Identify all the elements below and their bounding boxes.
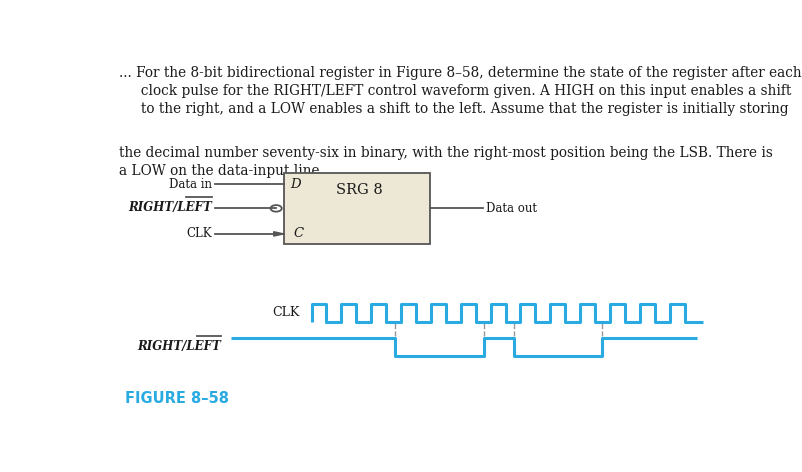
Text: Data out: Data out: [486, 202, 537, 215]
Text: CLK: CLK: [187, 228, 212, 240]
Text: SRG 8: SRG 8: [336, 183, 383, 197]
Bar: [284, 173, 430, 244]
Text: CLK: CLK: [272, 306, 299, 320]
Polygon shape: [273, 232, 284, 236]
Text: to the right, and a LOW enables a shift to the left. Assume that the register is: to the right, and a LOW enables a shift …: [119, 102, 788, 116]
Text: RIGHT/LEFT: RIGHT/LEFT: [128, 201, 212, 214]
Text: clock pulse for the RIGHT/LEFT control waveform given. A HIGH on this input enab: clock pulse for the RIGHT/LEFT control w…: [119, 84, 792, 98]
Text: D: D: [290, 178, 301, 191]
Text: C: C: [294, 228, 304, 240]
Text: ... For the 8-bit bidirectional register in Figure 8–58, determine the state of : ... For the 8-bit bidirectional register…: [119, 66, 801, 80]
Text: FIGURE 8–58: FIGURE 8–58: [125, 390, 229, 405]
Text: a LOW on the data-input line.: a LOW on the data-input line.: [119, 164, 324, 178]
Text: the decimal number seventy-six in binary, with the right-most position being the: the decimal number seventy-six in binary…: [119, 146, 773, 160]
Text: Data in: Data in: [169, 178, 212, 191]
Text: RIGHT/LEFT: RIGHT/LEFT: [138, 340, 221, 353]
